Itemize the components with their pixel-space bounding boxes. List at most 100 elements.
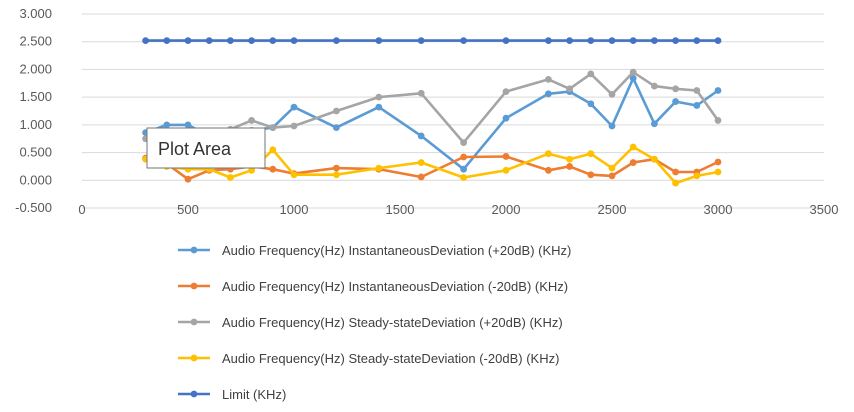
series-line[interactable]	[145, 145, 719, 185]
data-point[interactable]	[290, 171, 298, 179]
data-point[interactable]	[502, 153, 510, 160]
x-tick-label: 3000	[704, 202, 733, 217]
data-point[interactable]	[545, 166, 552, 174]
data-point[interactable]	[502, 166, 510, 174]
data-point[interactable]	[248, 166, 256, 174]
data-point[interactable]	[693, 102, 701, 109]
data-point[interactable]	[566, 163, 573, 170]
series-line[interactable]	[145, 155, 719, 181]
data-point[interactable]	[163, 121, 171, 129]
data-point[interactable]	[502, 114, 510, 122]
data-point[interactable]	[608, 172, 616, 180]
data-point[interactable]	[460, 165, 467, 173]
data-point[interactable]	[184, 121, 192, 129]
data-point[interactable]	[460, 139, 467, 146]
data-point[interactable]	[417, 159, 425, 166]
data-point[interactable]	[502, 37, 510, 45]
x-tick-label: 2500	[598, 202, 627, 217]
data-point[interactable]	[417, 89, 425, 97]
data-point[interactable]	[587, 100, 595, 108]
data-point[interactable]	[714, 168, 722, 176]
tooltip-box	[146, 127, 266, 169]
legend-swatch-marker	[190, 318, 198, 326]
data-point[interactable]	[629, 74, 637, 82]
data-point[interactable]	[333, 124, 340, 132]
data-point[interactable]	[693, 87, 701, 94]
data-point[interactable]	[651, 82, 658, 90]
x-tick-label: 3500	[810, 202, 839, 217]
data-point[interactable]	[629, 143, 637, 151]
data-point[interactable]	[184, 37, 192, 45]
data-point[interactable]	[375, 103, 383, 111]
data-point[interactable]	[587, 171, 595, 179]
legend-entry-5: Limit (KHz)	[178, 387, 286, 402]
data-point[interactable]	[714, 158, 722, 166]
data-point[interactable]	[460, 37, 467, 45]
data-point[interactable]	[269, 165, 277, 173]
data-point[interactable]	[417, 37, 425, 45]
data-point[interactable]	[672, 168, 679, 176]
data-point[interactable]	[417, 173, 425, 181]
y-tick-label: 0.500	[19, 145, 52, 160]
data-point[interactable]	[608, 122, 616, 130]
data-point[interactable]	[333, 171, 340, 179]
data-point[interactable]	[184, 175, 192, 183]
data-point[interactable]	[460, 153, 467, 161]
data-point[interactable]	[227, 37, 234, 45]
data-point[interactable]	[693, 37, 701, 45]
data-point[interactable]	[417, 132, 425, 140]
data-point[interactable]	[608, 37, 616, 45]
data-point[interactable]	[375, 164, 383, 172]
data-point[interactable]	[460, 174, 467, 181]
data-point[interactable]	[269, 146, 277, 154]
data-point[interactable]	[545, 37, 552, 45]
data-point[interactable]	[651, 155, 658, 163]
data-point[interactable]	[205, 37, 213, 45]
data-point[interactable]	[290, 37, 298, 45]
data-point[interactable]	[333, 107, 340, 115]
data-point[interactable]	[693, 172, 701, 180]
data-point[interactable]	[248, 37, 256, 45]
data-point[interactable]	[269, 37, 277, 45]
data-point[interactable]	[142, 37, 150, 45]
data-point[interactable]	[290, 122, 298, 130]
data-point[interactable]	[163, 37, 171, 45]
data-point[interactable]	[587, 150, 595, 158]
data-point[interactable]	[545, 76, 552, 83]
data-point[interactable]	[714, 117, 722, 124]
data-point[interactable]	[672, 98, 679, 105]
data-point[interactable]	[587, 37, 595, 45]
data-point[interactable]	[248, 117, 256, 124]
data-point[interactable]	[629, 159, 637, 166]
data-point[interactable]	[269, 124, 277, 132]
data-point[interactable]	[290, 103, 298, 111]
data-point[interactable]	[714, 87, 722, 94]
data-point[interactable]	[672, 179, 679, 187]
data-point[interactable]	[672, 37, 679, 45]
data-point[interactable]	[333, 164, 340, 172]
data-point[interactable]	[651, 120, 658, 128]
data-point[interactable]	[333, 37, 340, 45]
data-point[interactable]	[375, 37, 383, 45]
data-point[interactable]	[375, 93, 383, 101]
data-point[interactable]	[566, 37, 573, 45]
data-point[interactable]	[566, 155, 573, 163]
data-point[interactable]	[545, 90, 552, 98]
data-point[interactable]	[587, 70, 595, 78]
data-point[interactable]	[608, 90, 616, 98]
data-point[interactable]	[629, 68, 637, 76]
data-point[interactable]	[566, 85, 573, 93]
data-point[interactable]	[714, 37, 722, 45]
data-point[interactable]	[227, 174, 234, 181]
data-point[interactable]	[651, 37, 658, 45]
y-tick-label: 0.000	[19, 172, 52, 187]
data-point[interactable]	[672, 85, 679, 93]
data-point[interactable]	[545, 150, 552, 158]
data-point[interactable]	[608, 164, 616, 172]
data-point[interactable]	[502, 88, 510, 95]
series-4[interactable]	[142, 143, 722, 187]
series-5[interactable]	[142, 37, 722, 45]
data-point[interactable]	[629, 37, 637, 45]
